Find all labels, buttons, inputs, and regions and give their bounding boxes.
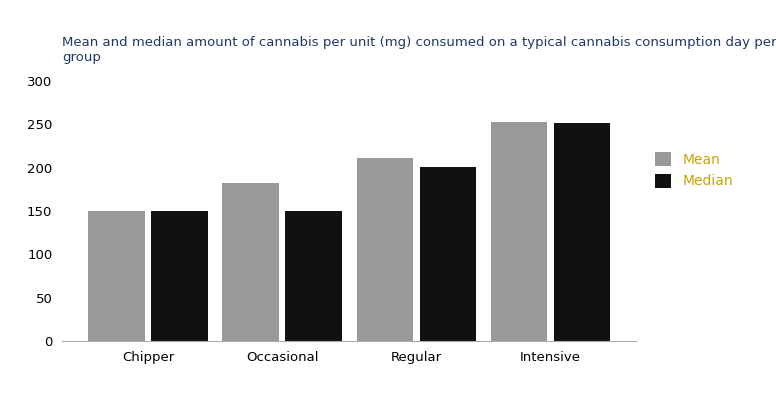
Bar: [357, 158, 413, 341]
Bar: [554, 124, 610, 341]
Bar: [286, 211, 341, 341]
Legend: Mean, Median: Mean, Median: [649, 146, 739, 194]
Bar: [88, 211, 144, 341]
Bar: [223, 183, 279, 341]
Bar: [490, 122, 547, 341]
Bar: [420, 167, 476, 341]
Bar: [151, 211, 208, 341]
Text: Mean and median amount of cannabis per unit (mg) consumed on a typical cannabis : Mean and median amount of cannabis per u…: [62, 36, 776, 64]
